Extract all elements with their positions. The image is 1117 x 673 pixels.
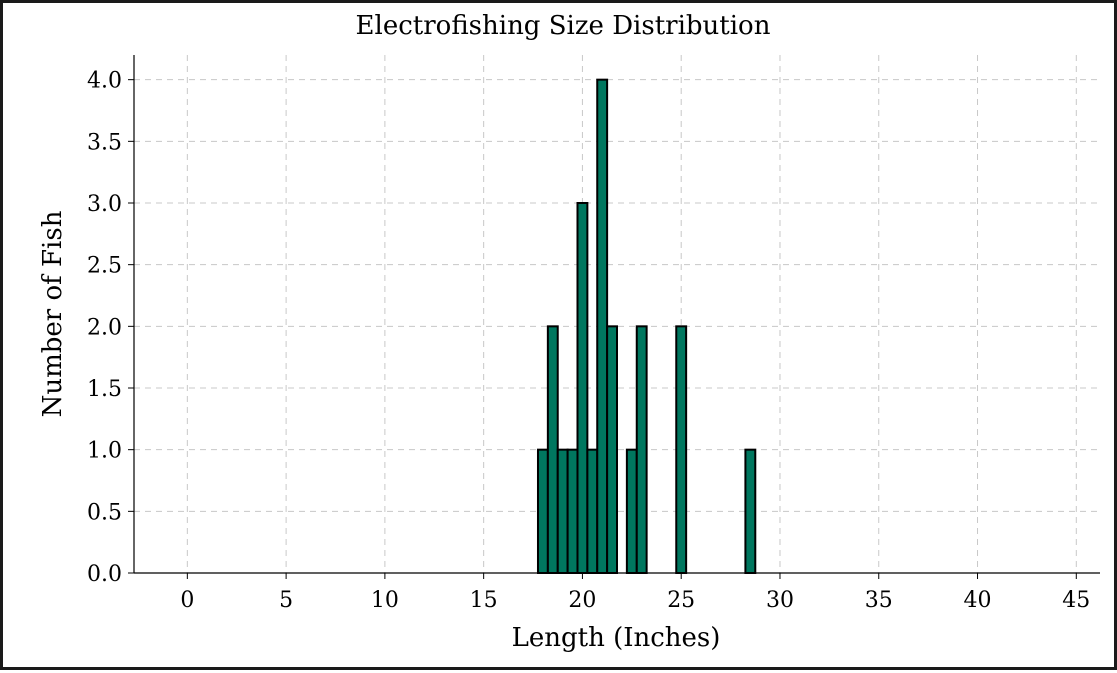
histogram-bar — [576, 202, 589, 574]
axes — [128, 55, 1100, 579]
y-tick-label: 0.5 — [87, 500, 122, 525]
histogram-bar — [625, 448, 638, 574]
histogram-bar — [586, 448, 599, 574]
x-tick-label: 20 — [568, 588, 596, 613]
histogram-bar — [606, 325, 618, 575]
y-axis-label: Number of Fish — [38, 210, 68, 417]
x-tick-label: 35 — [865, 588, 893, 613]
x-tick-label: 25 — [667, 588, 695, 613]
x-tick-label: 15 — [470, 588, 498, 613]
y-tick-label: 3.5 — [87, 130, 122, 155]
histogram-bar — [744, 448, 757, 574]
y-tick-label: 1.5 — [87, 377, 122, 402]
x-tick-label: 10 — [371, 588, 399, 613]
y-tick-label: 0.0 — [87, 562, 122, 587]
histogram-bar — [675, 325, 688, 575]
x-axis-label: Length (Inches) — [512, 623, 721, 653]
histogram-bar — [635, 325, 648, 575]
x-tick-label: 45 — [1062, 588, 1090, 613]
histogram-bar — [566, 448, 579, 574]
y-tick-label: 2.0 — [87, 315, 122, 340]
x-tick-label: 30 — [766, 588, 794, 613]
x-tick-label: 5 — [279, 588, 293, 613]
x-tick-label: 40 — [964, 588, 992, 613]
x-tick-label: 0 — [180, 588, 194, 613]
y-tick-labels: 0.0 0.5 1.0 1.5 2.0 2.5 3.0 3.5 4.0 — [87, 69, 122, 587]
histogram-bar — [556, 448, 569, 574]
histogram-chart: 0 5 10 15 20 25 30 35 40 45 0.0 0.5 1.0 1.5 2.0 2.5 3.0… — [38, 11, 1100, 653]
y-tick-label: 2.5 — [87, 254, 122, 279]
histogram-bar — [596, 78, 609, 575]
histogram-bar — [546, 325, 559, 575]
histogram-bar — [536, 448, 549, 574]
chart-title: Electrofishing Size Distribution — [356, 11, 771, 41]
grid-lines — [134, 55, 1100, 574]
x-tick-labels: 0 5 10 15 20 25 30 35 40 45 — [180, 588, 1090, 613]
y-tick-label: 3.0 — [87, 192, 122, 217]
y-tick-label: 4.0 — [87, 69, 122, 94]
y-tick-label: 1.0 — [87, 439, 122, 464]
